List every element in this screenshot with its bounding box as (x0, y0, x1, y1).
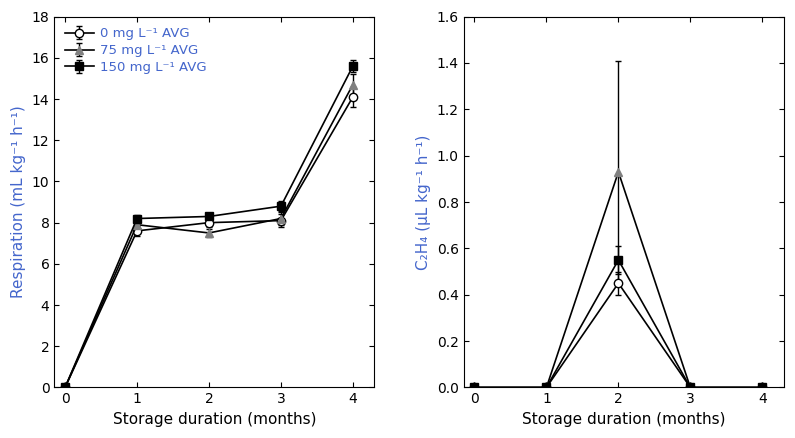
X-axis label: Storage duration (months): Storage duration (months) (113, 412, 316, 427)
Y-axis label: Respiration (mL kg⁻¹ h⁻¹): Respiration (mL kg⁻¹ h⁻¹) (11, 106, 26, 298)
Y-axis label: C₂H₄ (μL kg⁻¹ h⁻¹): C₂H₄ (μL kg⁻¹ h⁻¹) (416, 134, 431, 270)
Legend: 0 mg L⁻¹ AVG, 75 mg L⁻¹ AVG, 150 mg L⁻¹ AVG: 0 mg L⁻¹ AVG, 75 mg L⁻¹ AVG, 150 mg L⁻¹ … (61, 23, 211, 78)
X-axis label: Storage duration (months): Storage duration (months) (522, 412, 726, 427)
